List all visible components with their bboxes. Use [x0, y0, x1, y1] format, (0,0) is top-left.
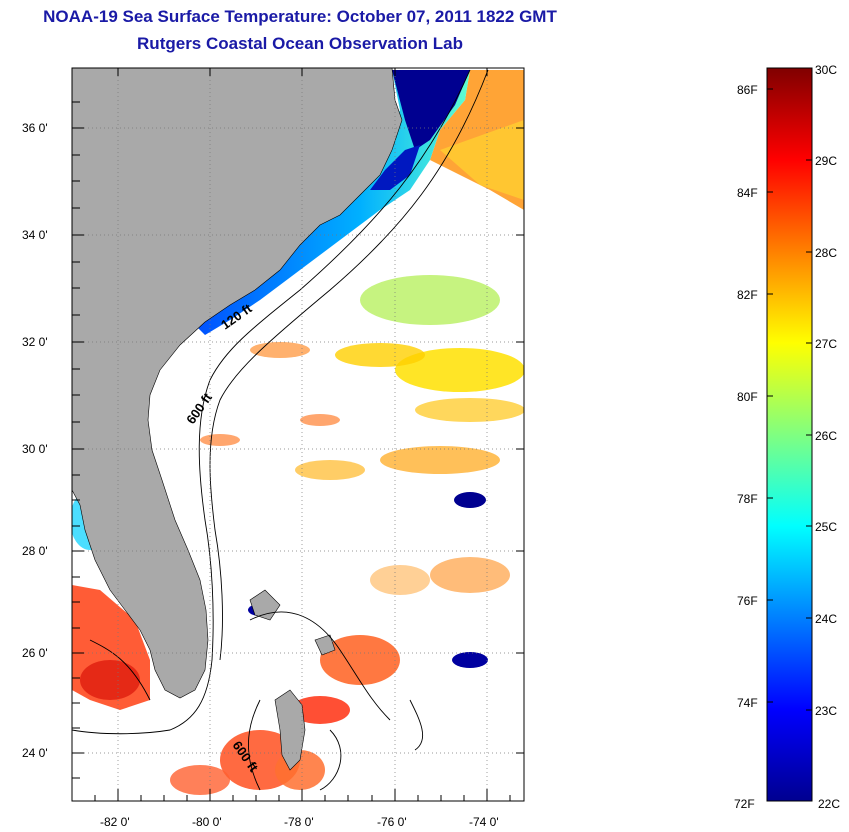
- colorbar-f-label: 74F: [737, 696, 758, 710]
- colorbar-f-label: 84F: [737, 186, 758, 200]
- coastal-cold-band: [195, 70, 470, 335]
- lat-tick-label: 34 0': [22, 228, 48, 242]
- colorbar-c-label: 30C: [815, 63, 837, 77]
- colorbar-c-label: 25C: [815, 520, 837, 534]
- lon-tick-label: -80 0': [192, 815, 222, 829]
- map-plot-area: [72, 68, 524, 801]
- temperature-colorbar: 86F 84F 82F 80F 78F 76F 74F 72F 30C 29C …: [734, 63, 840, 811]
- lat-tick-label: 36 0': [22, 121, 48, 135]
- land-mass-us: [72, 68, 403, 699]
- lat-tick-label: 26 0': [22, 646, 48, 660]
- lon-tick-label: -74 0': [469, 815, 499, 829]
- lat-tick-label: 24 0': [22, 746, 48, 760]
- colorbar-f-label: 76F: [737, 594, 758, 608]
- lat-tick-label: 30 0': [22, 442, 48, 456]
- colorbar-f-label: 78F: [737, 492, 758, 506]
- map-subtitle: Rutgers Coastal Ocean Observation Lab: [137, 34, 463, 53]
- bathymetry-contours: [72, 69, 489, 791]
- colorbar-c-label: 22C: [818, 797, 840, 811]
- axis-ticks: [72, 68, 524, 801]
- colorbar-f-label: 72F: [734, 797, 755, 811]
- colorbar-c-label: 23C: [815, 704, 837, 718]
- colorbar-f-label: 86F: [737, 83, 758, 97]
- colorbar-f-label: 80F: [737, 390, 758, 404]
- colorbar-c-label: 28C: [815, 246, 837, 260]
- lon-tick-label: -78 0': [284, 815, 314, 829]
- map-title: NOAA-19 Sea Surface Temperature: October…: [43, 7, 557, 26]
- map-frame: [71, 67, 525, 802]
- lat-tick-label: 32 0': [22, 335, 48, 349]
- lat-lon-grid: [72, 68, 524, 801]
- sst-data-layer: [72, 70, 524, 795]
- colorbar-c-label: 26C: [815, 429, 837, 443]
- lon-tick-label: -76 0': [377, 815, 407, 829]
- colorbar-c-label: 29C: [815, 154, 837, 168]
- bahamas-islands: [274, 689, 306, 771]
- lon-tick-label: -82 0': [100, 815, 130, 829]
- colorbar-f-label: 82F: [737, 288, 758, 302]
- colorbar-c-label: 24C: [815, 612, 837, 626]
- colorbar-c-label: 27C: [815, 337, 837, 351]
- lat-tick-label: 28 0': [22, 544, 48, 558]
